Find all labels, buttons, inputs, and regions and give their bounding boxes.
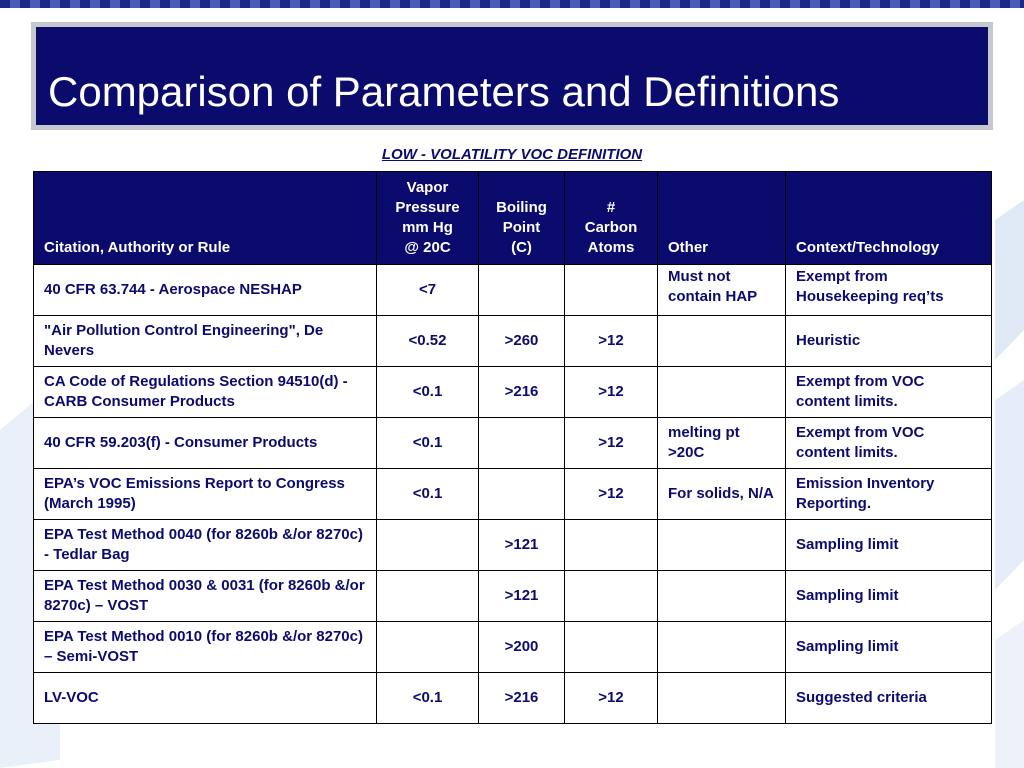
cell-context: Sampling limit [785, 570, 992, 622]
table-row: "Air Pollution Control Engineering", De … [33, 315, 992, 367]
comparison-table: Citation, Authority or Rule Vapor Pressu… [33, 171, 992, 724]
cell-boiling-point: >200 [478, 621, 565, 673]
cell-carbon-atoms: >12 [564, 468, 658, 520]
cell-vapor-pressure: <0.52 [376, 315, 479, 367]
header-vapor-pressure: Vapor Pressure mm Hg @ 20C [376, 171, 479, 265]
cell-other: Must not contain HAP [657, 264, 786, 316]
cell-other [657, 621, 786, 673]
cell-boiling-point: >216 [478, 366, 565, 418]
title-frame: Comparison of Parameters and Definitions [31, 22, 993, 130]
header-vapor-line: mm Hg [402, 219, 453, 236]
header-carbon-atoms: # Carbon Atoms [564, 171, 658, 265]
cell-carbon-atoms [564, 570, 658, 622]
cell-boiling-point: >260 [478, 315, 565, 367]
cell-boiling-point: >216 [478, 672, 565, 724]
cell-vapor-pressure [376, 570, 479, 622]
cell-other [657, 519, 786, 571]
table-subtitle: LOW - VOLATILITY VOC DEFINITION [381, 146, 643, 163]
cell-other [657, 366, 786, 418]
cell-context: Exempt from VOC content limits. [785, 417, 992, 469]
cell-citation: EPA’s VOC Emissions Report to Congress (… [33, 468, 377, 520]
cell-carbon-atoms: >12 [564, 672, 658, 724]
cell-context: Suggested criteria [785, 672, 992, 724]
cell-vapor-pressure [376, 519, 479, 571]
cell-carbon-atoms [564, 519, 658, 571]
cell-boiling-point: >121 [478, 519, 565, 571]
table-row: EPA Test Method 0010 (for 8260b &/or 827… [33, 621, 992, 673]
title-panel: Comparison of Parameters and Definitions [36, 27, 988, 125]
table-header-row: Citation, Authority or Rule Vapor Pressu… [33, 171, 992, 265]
cell-other: melting pt >20C [657, 417, 786, 469]
header-vapor-line: Pressure [395, 199, 460, 216]
cell-boiling-point: >121 [478, 570, 565, 622]
cell-context: Heuristic [785, 315, 992, 367]
cell-vapor-pressure: <0.1 [376, 366, 479, 418]
top-stripe-decoration [0, 0, 1024, 8]
table-row: 40 CFR 63.744 - Aerospace NESHAP <7 Must… [33, 264, 992, 316]
cell-context: Exempt from Housekeeping req’ts [785, 264, 992, 316]
slide-title: Comparison of Parameters and Definitions [48, 67, 840, 115]
cell-citation: CA Code of Regulations Section 94510(d) … [33, 366, 377, 418]
cell-vapor-pressure: <0.1 [376, 417, 479, 469]
cell-other [657, 570, 786, 622]
cell-vapor-pressure: <0.1 [376, 672, 479, 724]
cell-carbon-atoms [564, 621, 658, 673]
table-row: 40 CFR 59.203(f) - Consumer Products <0.… [33, 417, 992, 469]
cell-citation: EPA Test Method 0010 (for 8260b &/or 827… [33, 621, 377, 673]
cell-other: For solids, N/A [657, 468, 786, 520]
header-other: Other [657, 171, 786, 265]
cell-citation: EPA Test Method 0040 (for 8260b &/or 827… [33, 519, 377, 571]
header-context: Context/Technology [785, 171, 992, 265]
cell-vapor-pressure: <7 [376, 264, 479, 316]
cell-citation: 40 CFR 59.203(f) - Consumer Products [33, 417, 377, 469]
cell-boiling-point [478, 264, 565, 316]
header-boiling-line: Boiling [496, 199, 547, 216]
header-boiling-line: Point [502, 219, 541, 236]
header-vapor-line: @ 20C [404, 239, 451, 256]
table-row-suggested: LV-VOC <0.1 >216 >12 Suggested criteria [33, 672, 992, 724]
header-vapor-line: Vapor [406, 179, 449, 196]
cell-carbon-atoms: >12 [564, 366, 658, 418]
cell-vapor-pressure [376, 621, 479, 673]
header-boiling-line: (C) [511, 239, 532, 256]
header-carbon-line: # [606, 199, 616, 216]
table-row: EPA Test Method 0040 (for 8260b &/or 827… [33, 519, 992, 571]
cell-other [657, 315, 786, 367]
header-citation: Citation, Authority or Rule [33, 171, 377, 265]
table-row: EPA’s VOC Emissions Report to Congress (… [33, 468, 992, 520]
cell-vapor-pressure: <0.1 [376, 468, 479, 520]
cell-other [657, 672, 786, 724]
cell-citation: EPA Test Method 0030 & 0031 (for 8260b &… [33, 570, 377, 622]
cell-boiling-point [478, 468, 565, 520]
cell-citation: "Air Pollution Control Engineering", De … [33, 315, 377, 367]
cell-citation: LV-VOC [33, 672, 377, 724]
cell-carbon-atoms [564, 264, 658, 316]
cell-context: Exempt from VOC content limits. [785, 366, 992, 418]
table-row: CA Code of Regulations Section 94510(d) … [33, 366, 992, 418]
cell-context: Emission Inventory Reporting. [785, 468, 992, 520]
header-carbon-line: Atoms [587, 239, 635, 256]
table-row: EPA Test Method 0030 & 0031 (for 8260b &… [33, 570, 992, 622]
cell-boiling-point [478, 417, 565, 469]
cell-context: Sampling limit [785, 519, 992, 571]
header-boiling-point: Boiling Point (C) [478, 171, 565, 265]
cell-carbon-atoms: >12 [564, 315, 658, 367]
cell-citation: 40 CFR 63.744 - Aerospace NESHAP [33, 264, 377, 316]
header-carbon-line: Carbon [584, 219, 638, 236]
cell-carbon-atoms: >12 [564, 417, 658, 469]
cell-context: Sampling limit [785, 621, 992, 673]
